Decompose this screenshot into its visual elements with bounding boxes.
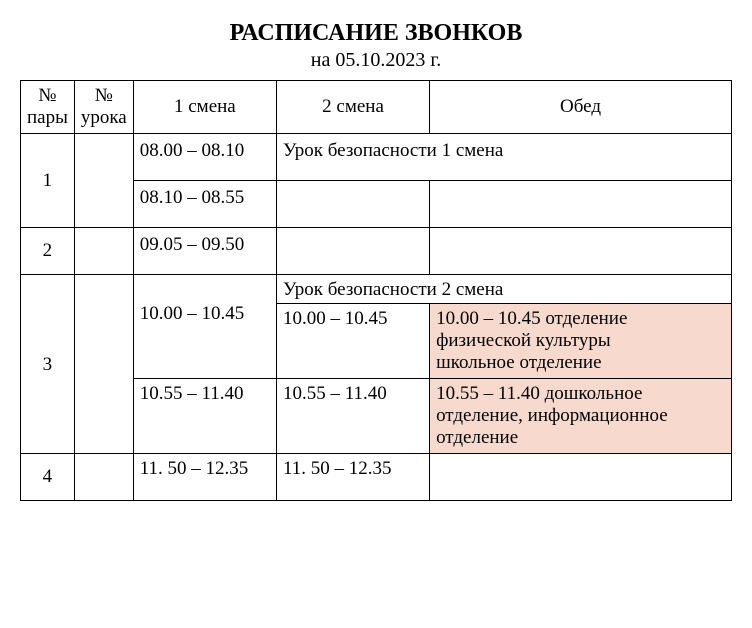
pair-number: 4 (21, 454, 75, 501)
pair-number: 1 (21, 134, 75, 228)
lesson-number (74, 134, 133, 228)
shift2-time (277, 228, 430, 275)
shift2-time (277, 181, 430, 228)
header-lesson: № урока (74, 81, 133, 134)
page-title: РАСПИСАНИЕ ЗВОНКОВ (20, 20, 732, 47)
shift1-time: 08.00 – 08.10 (133, 134, 276, 181)
lesson-number (74, 275, 133, 454)
shift1-time: 09.05 – 09.50 (133, 228, 276, 275)
header-pair: № пары (21, 81, 75, 134)
header-shift2: 2 смена (277, 81, 430, 134)
lunch-cell-highlighted: 10.55 – 11.40 дошкольное отделение, инфо… (430, 379, 732, 454)
table-row: 3 10.00 – 10.45 Урок безопасности 2 смен… (21, 275, 732, 304)
table-row: 1 08.00 – 08.10 Урок безопасности 1 смен… (21, 134, 732, 181)
schedule-table: № пары № урока 1 смена 2 смена Обед 1 08… (20, 80, 732, 501)
page-subtitle: на 05.10.2023 г. (20, 49, 732, 72)
lunch-cell (430, 454, 732, 501)
lunch-cell (430, 228, 732, 275)
shift2-time: 10.55 – 11.40 (277, 379, 430, 454)
shift1-time: 08.10 – 08.55 (133, 181, 276, 228)
header-lunch: Обед (430, 81, 732, 134)
header-row: № пары № урока 1 смена 2 смена Обед (21, 81, 732, 134)
shift2-time: 10.00 – 10.45 (277, 304, 430, 379)
safety-note-1: Урок безопасности 1 смена (277, 134, 732, 181)
shift2-time: 11. 50 – 12.35 (277, 454, 430, 501)
lunch-cell-highlighted: 10.00 – 10.45 отделение физической культ… (430, 304, 732, 379)
shift1-time: 10.00 – 10.45 (133, 275, 276, 379)
pair-number: 3 (21, 275, 75, 454)
lunch-cell (430, 181, 732, 228)
table-row: 2 09.05 – 09.50 (21, 228, 732, 275)
shift1-time: 11. 50 – 12.35 (133, 454, 276, 501)
lesson-number (74, 228, 133, 275)
table-row: 4 11. 50 – 12.35 11. 50 – 12.35 (21, 454, 732, 501)
lesson-number (74, 454, 133, 501)
shift1-time: 10.55 – 11.40 (133, 379, 276, 454)
pair-number: 2 (21, 228, 75, 275)
header-shift1: 1 смена (133, 81, 276, 134)
safety-note-2: Урок безопасности 2 смена (277, 275, 732, 304)
